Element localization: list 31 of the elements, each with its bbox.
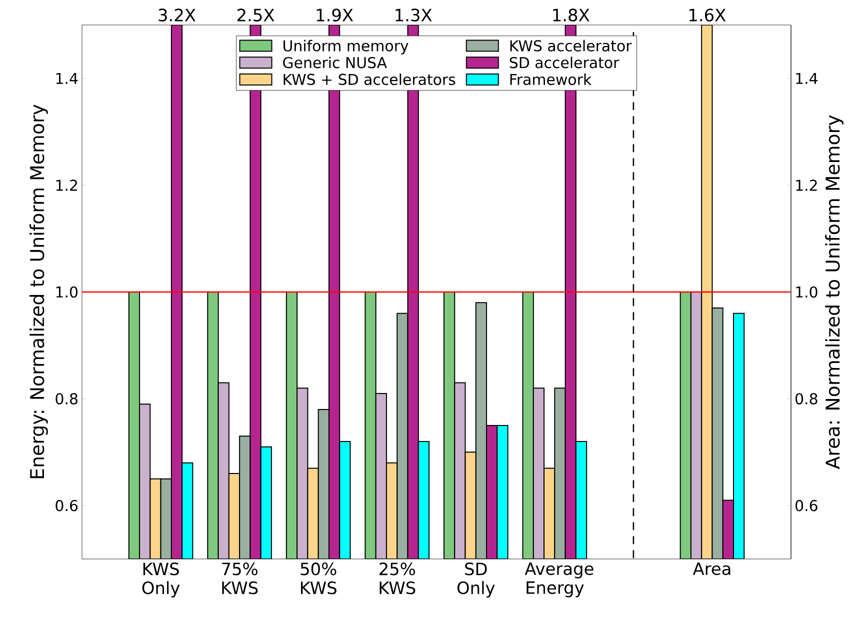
x-tick-label: 50% KWS [300,562,336,594]
y-tick-label: 0.6 [56,500,78,512]
y-axis-title: Energy: Normalized to Uniform Memory [30,104,48,478]
x-tick-label: KWS Only [142,562,180,598]
y-tick-label: 1.0 [56,286,78,298]
x-tick-label: SD Only [457,562,495,598]
text: 2.5X [237,8,274,22]
text: 1.3X [396,8,432,22]
legend-label: SD accelerator [510,56,620,68]
y2-tick-label: 0.6 [796,500,818,512]
y2-tick-label: 1.2 [796,180,817,191]
legend-label: Uniform memory [284,40,408,54]
text: 1.8X [553,8,590,22]
y-tick-label: 1.4 [56,72,78,84]
x-tick-label: 75% KWS [222,562,258,594]
x-tick-label: Area [692,562,730,576]
text: 3.2X [158,8,196,22]
x-tick-label: 25% KWS [380,562,416,594]
legend-label: Framework [510,74,592,86]
text: 1.6X [690,8,726,22]
y-tick-label: 1.2 [56,180,77,191]
legend-label: KWS accelerator [510,40,632,52]
legend-label: KWS + SD accelerators [284,74,456,86]
text: 1.9X [316,8,354,22]
y2-tick-label: 1.0 [796,286,818,298]
y2-axis-title: Area: Normalized to Uniform Memory [825,115,844,470]
legend-label: Generic NUSA [283,56,387,68]
y2-tick-label: 0.8 [796,393,818,404]
y2-tick-label: 1.4 [796,72,818,84]
y-tick-label: 0.8 [56,393,78,404]
x-tick-label: Average Energy [524,562,594,598]
